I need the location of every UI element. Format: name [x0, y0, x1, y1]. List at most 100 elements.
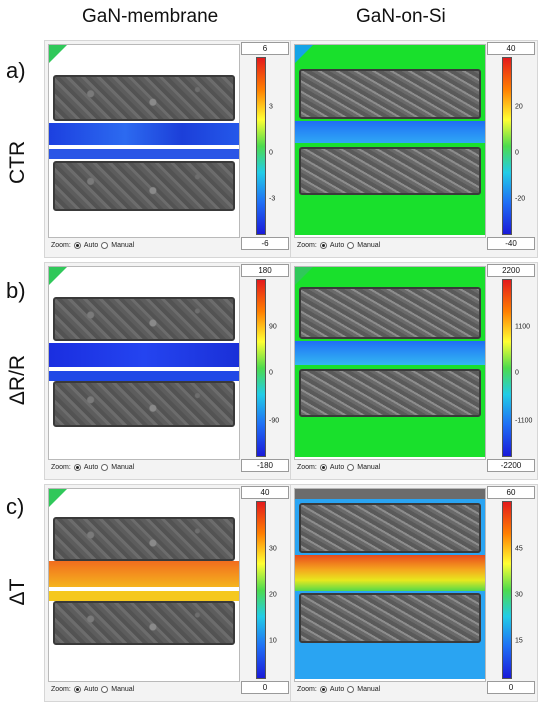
- colorbar-max-input[interactable]: 40: [487, 42, 535, 55]
- zoom-manual-radio[interactable]: [101, 464, 109, 471]
- zoom-label: Zoom:: [51, 686, 71, 693]
- colorbar-tick: 0: [269, 149, 273, 157]
- device-trench-bottom: [299, 147, 481, 195]
- zoom-auto-radio[interactable]: [319, 464, 327, 471]
- zoom-auto-label: Auto: [329, 686, 345, 693]
- colorbar-min-input[interactable]: 0: [241, 681, 289, 694]
- column-title-gan-membrane: GaN-membrane: [82, 6, 219, 27]
- device-trench-top: [299, 69, 481, 119]
- panel-dt-membrane: 40 0 30 20 10 Zoom: Auto Manual: [44, 484, 292, 702]
- zoom-manual-radio[interactable]: [101, 686, 109, 693]
- device-trench-bottom: [53, 381, 235, 427]
- colorbar-max-input[interactable]: 6: [241, 42, 289, 55]
- panel-ctr-gan-on-si: 40 -40 20 0 -20 Zoom: Auto Manual: [290, 40, 538, 258]
- zoom-manual-radio[interactable]: [347, 242, 355, 249]
- zoom-controls: Zoom: Auto Manual: [297, 464, 380, 471]
- colorbar-max-input[interactable]: 60: [487, 486, 535, 499]
- map-band-green: [295, 199, 485, 235]
- thermal-map-image: [48, 266, 240, 460]
- device-trench-bottom: [299, 593, 481, 643]
- colorbar-tick: 0: [515, 369, 519, 377]
- colorbar: [502, 279, 512, 457]
- colorbar-max-input[interactable]: 2200: [487, 264, 535, 277]
- colorbar-tick: 90: [269, 323, 277, 331]
- device-trench-bottom: [53, 161, 235, 211]
- zoom-auto-radio[interactable]: [319, 686, 327, 693]
- colorbar-tick: 30: [515, 591, 523, 599]
- corner-marker: [49, 489, 67, 507]
- row-letter-a: a): [6, 58, 26, 83]
- panel-drr-gan-on-si: 2200 -2200 1100 0 -1100 Zoom: Auto Manua…: [290, 262, 538, 480]
- map-band-green: [295, 421, 485, 457]
- panel-dt-gan-on-si: 60 0 45 30 15 Zoom: Auto Manual: [290, 484, 538, 702]
- row-label-ctr: CTR: [6, 140, 29, 184]
- thermal-map-image: [294, 488, 486, 682]
- zoom-manual-label: Manual: [357, 242, 381, 249]
- colorbar-min-input[interactable]: -6: [241, 237, 289, 250]
- zoom-label: Zoom:: [297, 464, 317, 471]
- colorbar-tick: 20: [269, 591, 277, 599]
- thermal-map-image: [294, 266, 486, 460]
- zoom-controls: Zoom: Auto Manual: [51, 242, 134, 249]
- thermal-map-image: [48, 44, 240, 238]
- corner-marker: [49, 267, 67, 285]
- colorbar-tick: 30: [269, 545, 277, 553]
- colorbar-max-input[interactable]: 180: [241, 264, 289, 277]
- zoom-manual-radio[interactable]: [347, 464, 355, 471]
- device-trench-bottom: [53, 601, 235, 645]
- zoom-controls: Zoom: Auto Manual: [51, 686, 134, 693]
- row-letter-b: b): [6, 278, 26, 303]
- colorbar: [502, 57, 512, 235]
- map-band-hot: [295, 555, 485, 591]
- panel-ctr-membrane: 6 -6 3 0 -3 Zoom: Auto Manual: [44, 40, 292, 258]
- device-trench-top: [53, 297, 235, 341]
- colorbar-tick: 20: [515, 103, 523, 111]
- zoom-auto-radio[interactable]: [73, 242, 81, 249]
- zoom-controls: Zoom: Auto Manual: [51, 464, 134, 471]
- device-trench-bottom: [299, 369, 481, 417]
- colorbar-min-input[interactable]: -180: [241, 459, 289, 472]
- thermal-map-image: [294, 44, 486, 238]
- zoom-controls: Zoom: Auto Manual: [297, 686, 380, 693]
- device-trench-top: [299, 287, 481, 339]
- zoom-auto-radio[interactable]: [73, 464, 81, 471]
- map-band-blue: [49, 123, 239, 145]
- colorbar: [256, 501, 266, 679]
- device-trench-top: [299, 503, 481, 553]
- colorbar-tick: -3: [269, 195, 276, 203]
- zoom-auto-label: Auto: [83, 686, 99, 693]
- colorbar-tick: 10: [269, 637, 277, 645]
- colorbar-tick: -1100: [515, 417, 533, 425]
- corner-marker: [295, 267, 313, 285]
- zoom-auto-label: Auto: [83, 464, 99, 471]
- zoom-label: Zoom:: [297, 686, 317, 693]
- colorbar-tick: 3: [269, 103, 273, 111]
- colorbar-min-input[interactable]: -40: [487, 237, 535, 250]
- colorbar: [256, 57, 266, 235]
- colorbar-tick: 0: [269, 369, 273, 377]
- zoom-auto-label: Auto: [329, 242, 345, 249]
- zoom-manual-label: Manual: [111, 242, 135, 249]
- row-label-delta-r-over-r: ΔR/R: [6, 354, 29, 406]
- zoom-manual-radio[interactable]: [101, 242, 109, 249]
- colorbar-tick: -20: [515, 195, 526, 203]
- colorbar-tick: 1100: [515, 323, 531, 331]
- zoom-manual-label: Manual: [111, 686, 135, 693]
- colorbar-max-input[interactable]: 40: [241, 486, 289, 499]
- zoom-auto-label: Auto: [83, 242, 99, 249]
- map-band-blue: [295, 341, 485, 365]
- zoom-auto-radio[interactable]: [73, 686, 81, 693]
- zoom-manual-radio[interactable]: [347, 686, 355, 693]
- colorbar-tick: 45: [515, 545, 523, 553]
- corner-marker: [49, 45, 67, 63]
- map-band-blue: [49, 343, 239, 367]
- colorbar-tick: -90: [269, 417, 280, 425]
- corner-marker: [295, 45, 313, 63]
- zoom-label: Zoom:: [297, 242, 317, 249]
- colorbar-min-input[interactable]: 0: [487, 681, 535, 694]
- zoom-auto-radio[interactable]: [319, 242, 327, 249]
- thermal-map-image: [48, 488, 240, 682]
- zoom-label: Zoom:: [51, 464, 71, 471]
- colorbar-min-input[interactable]: -2200: [487, 459, 535, 472]
- colorbar: [256, 279, 266, 457]
